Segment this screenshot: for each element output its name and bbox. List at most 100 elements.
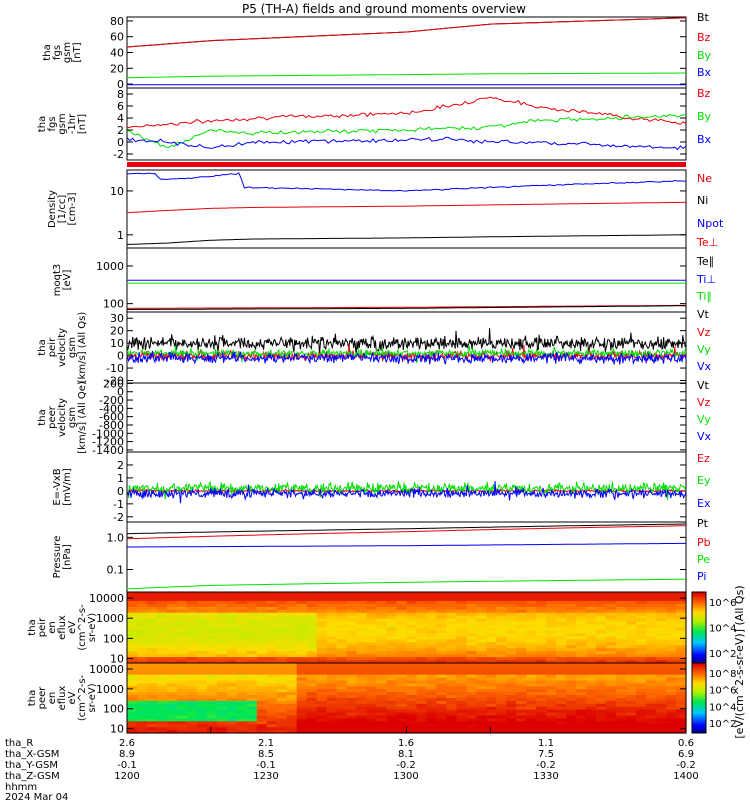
heatmap-cell [626,621,637,626]
heatmap-cell [606,621,617,626]
heatmap-cell [316,709,328,714]
heatmap-cell [466,651,477,655]
x-tick-value: -0.1 [117,760,137,771]
heatmap-cell [416,683,428,687]
heatmap-cell [276,627,288,632]
x-tick-value: 8.5 [258,749,274,760]
heatmap-cell [256,636,268,640]
heatmap-cell [366,642,378,646]
heatmap-cell [346,724,358,728]
heatmap-cell [516,592,527,596]
heatmap-cell [266,695,278,699]
heatmap-cell [336,612,348,617]
heatmap-cell [246,615,258,620]
heatmap-cell [646,709,657,714]
heatmap-cell [236,724,248,728]
heatmap-cell [176,600,188,605]
heatmap-cell [496,627,507,632]
heatmap-cell [127,700,138,705]
heatmap-cell [156,651,168,655]
heatmap-cell [636,612,647,617]
heatmap-cell [206,698,218,702]
heatmap-cell [216,636,228,640]
heatmap-cell [446,671,458,676]
heatmap-cell [406,692,418,696]
heatmap-cell [166,686,178,690]
heatmap-cell [376,639,388,643]
heatmap-cell [626,724,637,728]
heatmap-cell [596,600,607,605]
heatmap-cell [576,686,587,690]
heatmap-cell [526,712,537,717]
heatmap-cell [496,651,507,655]
heatmap-cell [256,674,268,679]
heatmap-cell [476,621,487,626]
heatmap-cell [196,715,208,720]
heatmap-cell [396,703,408,708]
heatmap-cell [646,651,657,655]
heatmap-cell [386,657,398,661]
heatmap-cell [496,609,507,614]
heatmap-cell [526,663,537,667]
heatmap-cell [286,709,298,714]
heatmap-cell [356,648,368,652]
heatmap-cell [236,627,248,632]
heatmap-cell [266,618,278,623]
heatmap-cell [256,663,268,667]
x-tick-value: 1230 [253,771,278,782]
heatmap-cell [386,630,398,635]
heatmap-cell [426,712,438,717]
heatmap-cell [226,706,238,711]
heatmap-cell [626,695,637,699]
heatmap-cell [566,603,577,608]
legend-label: Bz [697,31,711,44]
heatmap-cell [476,715,487,720]
heatmap-cell [426,660,438,664]
heatmap-cell [356,709,368,714]
heatmap-cell [416,615,428,620]
heatmap-cell [536,627,547,632]
heatmap-cell [226,703,238,708]
heatmap-cell [266,718,278,722]
heatmap-cell [526,677,537,682]
panel-frame [126,16,687,89]
legend-label: Pe [697,553,710,566]
heatmap-cell [596,603,607,608]
y-tick-label: -600 [99,411,124,424]
heatmap-cell [626,648,637,652]
heatmap-cell [656,630,667,635]
heatmap-cell [176,695,188,699]
heatmap-cell [216,651,228,655]
heatmap-cell [176,612,188,617]
heatmap-cell [316,630,328,635]
heatmap-cell [406,680,418,685]
heatmap-cell [166,689,178,693]
heatmap-cell [196,674,208,679]
colorbar-tick-label: 10^2 [709,719,736,730]
heatmap-cell [596,692,607,696]
heatmap-cell [466,597,477,602]
heatmap-cell [186,636,198,640]
heatmap-cell [146,636,158,640]
legend-label: Vy [697,413,711,426]
heatmap-cell [286,689,298,693]
heatmap-cell [496,674,507,679]
heatmap-cell [436,630,448,635]
heatmap-cell [216,594,228,599]
heatmap-cell [546,606,557,611]
heatmap-cell [626,668,637,673]
heatmap-cell [286,612,298,617]
heatmap-cell [546,683,557,687]
heatmap-cell [436,686,448,690]
heatmap-cell [586,706,597,711]
heatmap-cell [196,636,208,640]
heatmap-cell [396,695,408,699]
heatmap-cell [676,639,687,643]
heatmap-cell [586,660,597,664]
heatmap-cell [626,703,637,708]
heatmap-cell [206,718,218,722]
heatmap-cell [396,686,408,690]
heatmap-cell [366,730,378,734]
heatmap-cell [616,698,627,702]
